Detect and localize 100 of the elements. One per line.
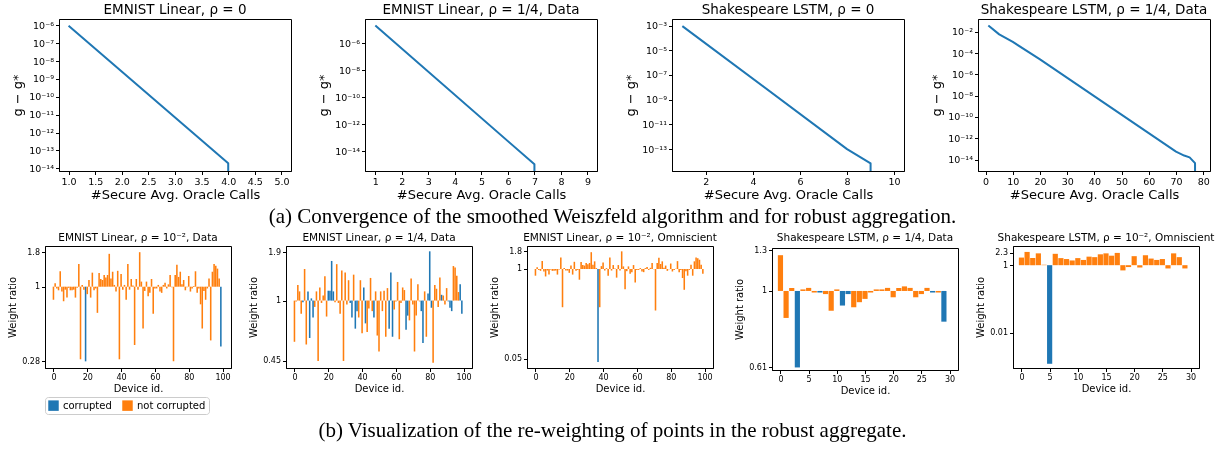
x-tick-label: 4.0 bbox=[221, 176, 237, 187]
y-tick-label: 10⁻⁹ bbox=[645, 94, 667, 106]
chart-title: Shakespeare LSTM, ρ = 1/4, Data bbox=[776, 230, 953, 243]
y-axis-title: Weight ratio bbox=[974, 276, 986, 339]
line-series bbox=[987, 24, 1196, 172]
bar bbox=[923, 287, 930, 291]
chart-title: EMNIST Linear, ρ = 1/4, Data bbox=[382, 0, 580, 17]
x-tick-label: 2.5 bbox=[141, 176, 157, 187]
y-tick-label: 10⁻¹⁴ bbox=[948, 154, 974, 166]
x-tick-label: 10 bbox=[831, 375, 842, 384]
y-tick-label: 0.45 bbox=[262, 356, 281, 366]
bar bbox=[777, 255, 783, 291]
x-tick-label: 60 bbox=[631, 373, 642, 382]
x-tick-label: 6 bbox=[505, 176, 512, 187]
y-tick-label: 10⁻¹² bbox=[335, 118, 361, 130]
chart-title: EMNIST Linear, ρ = 0 bbox=[103, 0, 247, 17]
x-tick-label: 0 bbox=[50, 373, 56, 382]
x-tick-label: 10 bbox=[1072, 373, 1083, 382]
x-tick-label: 30 bbox=[1061, 176, 1074, 187]
x-tick-label: 40 bbox=[116, 373, 127, 382]
x-tick-label: 8 bbox=[558, 176, 565, 187]
x-tick-label: 15 bbox=[1100, 373, 1112, 382]
x-tick-label: 40 bbox=[357, 373, 368, 382]
y-tick-label: 1.3 bbox=[753, 245, 767, 255]
x-tick-label: 7 bbox=[532, 176, 539, 187]
y-tick-label: 10⁻¹³ bbox=[29, 144, 55, 156]
y-tick-label: 10⁻¹² bbox=[948, 132, 974, 144]
x-tick-label: 1.5 bbox=[88, 176, 104, 187]
y-tick-label: 1 bbox=[761, 286, 767, 296]
y-tick-label: 10⁻¹² bbox=[29, 127, 55, 139]
x-axis-title: #Secure Avg. Oracle Calls bbox=[90, 186, 261, 202]
x-axis-title: Device id. bbox=[840, 385, 890, 396]
x-tick-label: 80 bbox=[665, 373, 676, 382]
y-axis-title: Weight ratio bbox=[6, 276, 18, 339]
x-tick-label: 100 bbox=[696, 373, 713, 382]
y-tick-label: 10⁻⁸ bbox=[33, 55, 55, 67]
legend-label: corrupted bbox=[62, 399, 112, 411]
x-tick-label: 2.0 bbox=[114, 176, 130, 187]
x-tick-label: 3.0 bbox=[168, 176, 184, 187]
x-tick-label: 80 bbox=[183, 373, 194, 382]
y-tick-label: 10⁻¹¹ bbox=[29, 109, 55, 121]
x-tick-label: 4 bbox=[452, 176, 459, 187]
y-tick-label: 1 bbox=[1002, 260, 1008, 270]
bar bbox=[1181, 265, 1187, 269]
x-tick-label: 25 bbox=[916, 375, 927, 384]
text: (b) Visualization of the re-weighting of points in the robust aggregate. bbox=[317, 417, 908, 444]
x-tick-label: 0 bbox=[777, 375, 783, 384]
x-tick-label: 40 bbox=[598, 373, 609, 382]
x-axis-title: #Secure Avg. Oracle Calls bbox=[1009, 186, 1180, 202]
x-tick-label: 5 bbox=[479, 176, 486, 187]
y-tick-label: 0.01 bbox=[989, 328, 1008, 338]
y-tick-label: 10⁻¹⁰ bbox=[29, 91, 55, 103]
y-axis-title: g − g* bbox=[622, 73, 638, 117]
y-tick-label: 10⁻¹⁴ bbox=[29, 162, 55, 174]
y-tick-label: 0.05 bbox=[503, 354, 522, 364]
bar bbox=[783, 290, 789, 318]
y-tick-label: 1.8 bbox=[26, 247, 40, 257]
y-tick-label: 1.9 bbox=[267, 247, 281, 257]
x-tick-label: 10 bbox=[888, 176, 901, 187]
x-tick-label: 20 bbox=[323, 373, 334, 382]
x-tick-label: 3.5 bbox=[194, 176, 210, 187]
y-tick-label: 10⁻⁶ bbox=[339, 37, 361, 49]
x-tick-label: 60 bbox=[390, 373, 401, 382]
x-tick-label: 0 bbox=[291, 373, 297, 382]
x-tick-label: 20 bbox=[564, 373, 575, 382]
x-tick-label: 6 bbox=[797, 176, 804, 187]
y-axis-title: g − g* bbox=[929, 73, 945, 117]
chart-title: Shakespeare LSTM, ρ = 1/4, Data bbox=[980, 0, 1208, 17]
y-tick-label: 10⁻¹⁰ bbox=[335, 91, 361, 103]
x-tick-label: 4.5 bbox=[247, 176, 263, 187]
chart-title: Shakespeare LSTM, ρ = 10⁻², Omniscient bbox=[997, 230, 1214, 243]
x-axis-title: #Secure Avg. Oracle Calls bbox=[703, 186, 874, 202]
y-axis-title: Weight ratio bbox=[733, 278, 745, 341]
y-tick-label: 10⁻³ bbox=[645, 20, 667, 32]
legend-label: not corrupted bbox=[136, 399, 205, 411]
bar bbox=[1046, 265, 1052, 364]
y-tick-label: 1 bbox=[275, 296, 281, 306]
x-tick-label: 1.0 bbox=[61, 176, 77, 187]
y-tick-label: 10⁻⁷ bbox=[645, 69, 667, 81]
x-tick-label: 1 bbox=[373, 176, 380, 187]
y-axis-title: Weight ratio bbox=[488, 276, 500, 339]
x-tick-label: 80 bbox=[1197, 176, 1210, 187]
bar bbox=[788, 287, 794, 291]
x-tick-label: 30 bbox=[1185, 373, 1196, 382]
x-tick-label: 60 bbox=[149, 373, 160, 382]
x-tick-label: 15 bbox=[859, 375, 871, 384]
y-tick-label: 10⁻⁹ bbox=[33, 73, 55, 85]
x-tick-label: 0 bbox=[1018, 373, 1024, 382]
line-series bbox=[680, 25, 872, 172]
y-tick-label: 10⁻⁸ bbox=[339, 64, 361, 76]
x-tick-label: 20 bbox=[82, 373, 93, 382]
x-tick-label: 9 bbox=[585, 176, 592, 187]
y-tick-label: 10⁻⁴ bbox=[951, 47, 974, 59]
x-tick-label: 20 bbox=[888, 375, 899, 384]
y-axis-title: Weight ratio bbox=[247, 276, 259, 339]
y-tick-label: 0.61 bbox=[748, 362, 767, 372]
y-tick-label: 10⁻¹³ bbox=[641, 143, 667, 155]
x-axis-title: Device id. bbox=[113, 383, 163, 394]
y-tick-label: 10⁻¹¹ bbox=[641, 118, 667, 130]
y-tick-label: 10⁻⁵ bbox=[645, 44, 667, 56]
